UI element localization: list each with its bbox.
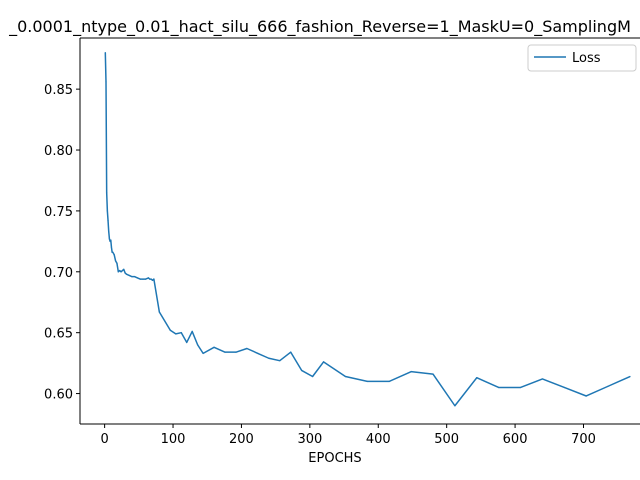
data-point [142, 278, 144, 280]
x-tick-label: 700 [571, 432, 596, 447]
y-tick-label: 0.75 [44, 205, 73, 220]
data-point [388, 380, 390, 382]
x-tick-label: 200 [229, 432, 254, 447]
data-point [110, 246, 113, 249]
data-point [125, 273, 128, 275]
data-point [121, 269, 124, 272]
data-point [136, 277, 139, 279]
chart-title: _0.0001_ntype_0.01_hact_silu_666_fashion… [8, 17, 631, 37]
data-point [112, 251, 114, 253]
y-tick-label: 0.65 [44, 327, 73, 342]
data-point [123, 268, 125, 270]
data-point [151, 279, 154, 281]
data-point [585, 395, 587, 397]
legend-series-label: Loss [572, 51, 601, 66]
data-point [344, 375, 347, 378]
data-point [410, 371, 412, 373]
data-point [120, 271, 122, 273]
data-point [279, 360, 281, 362]
y-tick-label: 0.70 [44, 266, 73, 281]
data-point [116, 262, 118, 264]
data-point [105, 81, 107, 83]
data-point [134, 276, 136, 278]
data-point [108, 231, 110, 233]
plot-area [80, 38, 640, 424]
y-tick-label: 0.85 [44, 83, 73, 98]
x-tick-label: 0 [100, 432, 108, 447]
x-tick-label: 300 [297, 432, 322, 447]
data-point [498, 386, 500, 389]
data-point [175, 333, 177, 335]
data-point [290, 351, 292, 353]
data-point [607, 385, 609, 387]
data-point [432, 373, 434, 375]
data-point [150, 278, 152, 280]
data-point [145, 278, 147, 280]
data-point [107, 220, 109, 222]
data-point [147, 277, 150, 279]
data-point [202, 352, 204, 354]
data-point [311, 375, 314, 378]
data-point [106, 192, 108, 194]
data-point [149, 278, 151, 280]
ticks-layer: 01002003004005006007008000.600.650.700.7… [44, 83, 640, 447]
data-point [108, 238, 111, 240]
data-point [235, 351, 237, 353]
data-point [213, 346, 215, 348]
data-point [197, 344, 199, 346]
data-point [322, 361, 325, 363]
y-tick-label: 0.80 [44, 144, 73, 159]
x-tick-label: 600 [503, 432, 528, 447]
data-point [117, 271, 119, 273]
data-point [224, 351, 226, 353]
data-point [301, 369, 303, 372]
series-layer [104, 52, 631, 407]
data-point [131, 276, 133, 278]
x-axis-label: EPOCHS [308, 451, 361, 466]
data-point [113, 254, 115, 256]
data-point [110, 239, 112, 241]
legend-box [527, 44, 637, 72]
x-tick-label: 100 [161, 432, 186, 447]
data-point [519, 386, 522, 389]
data-point [114, 260, 117, 262]
data-point [246, 347, 248, 350]
data-point [158, 311, 160, 313]
data-point [366, 380, 368, 382]
legend: Loss [527, 44, 637, 72]
data-point [169, 329, 171, 331]
data-point [476, 377, 478, 379]
data-point [563, 386, 565, 389]
data-point [186, 341, 188, 344]
data-point [153, 278, 155, 280]
data-point [257, 352, 259, 354]
y-tick-label: 0.60 [44, 388, 73, 403]
data-point [629, 375, 631, 378]
data-point [109, 240, 111, 242]
data-point [139, 278, 141, 280]
data-point [541, 378, 544, 380]
data-point [124, 272, 126, 274]
data-point [106, 210, 108, 212]
data-point [191, 330, 193, 333]
data-point [180, 332, 182, 334]
data-point [454, 405, 456, 407]
data-point [104, 52, 106, 54]
data-point [268, 357, 270, 359]
data-point [128, 274, 130, 277]
x-tick-label: 400 [366, 432, 391, 447]
x-tick-label: 500 [434, 432, 459, 447]
data-point [119, 269, 121, 272]
